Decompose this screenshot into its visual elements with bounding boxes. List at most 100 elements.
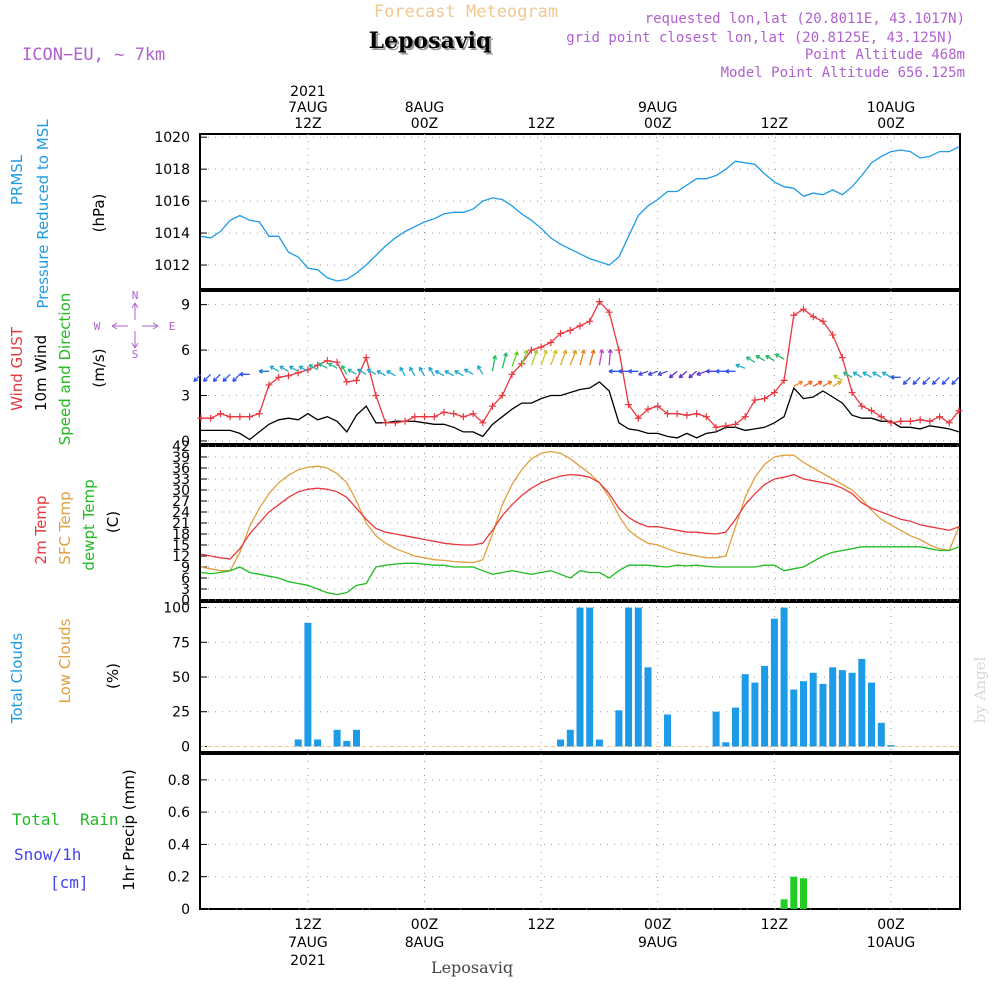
wind-direction-arrow xyxy=(812,380,823,387)
precip-plot: 0 0.2 0.4 0.6 0.8 xyxy=(168,773,959,918)
y-tick-label: 100 xyxy=(163,601,190,617)
wind-direction-arrow xyxy=(269,365,280,372)
precip-unit: 1hr Precip (mm) xyxy=(120,769,138,890)
cloud-bar xyxy=(333,729,341,747)
wind-gust-marker xyxy=(489,402,497,410)
wind-direction-arrow xyxy=(212,373,221,383)
wind-direction-arrow xyxy=(540,349,548,366)
wind-direction-arrow xyxy=(239,371,250,377)
wind-direction-arrow xyxy=(589,349,596,366)
top-time-label: 9AUG xyxy=(638,100,678,116)
cloud-bar xyxy=(800,681,807,747)
wind-plot: 0 3 6 9 xyxy=(181,298,963,450)
cloud-bar xyxy=(790,689,798,747)
wind-direction-arrow xyxy=(922,376,931,386)
y-tick-label: 3 xyxy=(181,582,190,598)
wind-gust-marker xyxy=(819,317,827,325)
wind-gust-marker xyxy=(722,422,730,430)
cloud-bar xyxy=(294,739,302,747)
y-tick-label: 27 xyxy=(172,494,190,510)
wind-direction-arrow xyxy=(308,364,318,371)
wind-direction-arrow xyxy=(793,380,804,387)
cloud-bar xyxy=(732,707,739,747)
dewpt-line xyxy=(200,546,960,596)
snow-label: Snow/1h xyxy=(14,845,81,864)
wind-direction-arrow xyxy=(902,376,911,386)
wind-direction-arrow xyxy=(477,365,484,375)
compass-s: S xyxy=(132,348,139,361)
wind-direction-arrow xyxy=(862,371,872,378)
cloud-bar xyxy=(576,607,584,747)
y-tick-label: 1016 xyxy=(154,194,190,210)
y-tick-label: 9 xyxy=(181,560,190,576)
temp-dewpt-label: dewpt Temp xyxy=(80,479,98,570)
y-tick-label: 18 xyxy=(172,527,190,543)
total-label: Total xyxy=(12,810,60,829)
precip-panel xyxy=(199,753,961,910)
y-tick-label: 21 xyxy=(172,516,190,532)
wind-direction-arrow xyxy=(409,366,416,377)
bottom-time-label: 00Z xyxy=(411,917,438,933)
wind-gust-marker xyxy=(479,419,487,427)
wind-direction-arrow xyxy=(688,370,698,379)
wind-gust-marker xyxy=(770,388,778,396)
wind-gust-marker xyxy=(275,373,283,381)
cloud-bar xyxy=(741,674,749,747)
y-tick-label: 12 xyxy=(172,549,190,565)
wind-direction-arrow xyxy=(288,365,299,372)
y-tick-label: 0 xyxy=(181,434,190,450)
wind-gust-marker xyxy=(858,402,866,410)
wind-gust-marker xyxy=(207,414,215,422)
wind-direction-arrow xyxy=(521,349,529,366)
bottom-time-label: 8AUG xyxy=(405,935,445,951)
y-tick-label: 6 xyxy=(181,571,190,587)
wind-gust-marker xyxy=(284,372,292,380)
cloud-bar xyxy=(304,622,312,747)
bottom-time-label: 00Z xyxy=(644,917,671,933)
wind-direction-arrow xyxy=(833,374,843,381)
pressure-panel xyxy=(199,133,961,290)
wind-gust-marker xyxy=(605,308,613,316)
wind-gust-marker xyxy=(537,343,545,351)
y-tick-label: 25 xyxy=(172,705,190,721)
wind-gust-marker xyxy=(780,376,788,384)
wind-gust-marker xyxy=(868,407,876,415)
low-clouds-label: Low Clouds xyxy=(56,618,74,703)
wind-direction-arrow xyxy=(341,365,348,375)
wind-direction-arrow xyxy=(222,373,231,383)
gridlines xyxy=(201,134,959,910)
wind-gust-marker xyxy=(663,410,671,418)
wind-direction-arrow xyxy=(530,349,539,366)
cloud-bar xyxy=(809,672,817,747)
wind-direction-arrow xyxy=(852,371,863,378)
wind-gust-marker xyxy=(731,420,739,428)
wind-gust-marker xyxy=(498,392,506,400)
wind-direction-arrow xyxy=(550,349,558,366)
wind-gust-marker xyxy=(255,410,263,418)
wind-gust-marker xyxy=(557,329,565,337)
credit-watermark: by Angel xyxy=(971,656,989,723)
y-tick-label: 1018 xyxy=(154,162,190,178)
pressure-label-desc: Pressure Reduced to MSL xyxy=(34,119,52,309)
bottom-time-axis: 12Z 7AUG 2021 00Z 8AUG 12Z 00Z 9AUG 12Z 00Z 10AUG xyxy=(288,917,915,969)
cloud-bar xyxy=(712,711,720,747)
wind-direction-arrow xyxy=(657,370,668,376)
wind-direction-arrow xyxy=(366,368,377,375)
y-tick-label: 0.4 xyxy=(168,837,190,853)
wind-gust-marker xyxy=(391,419,399,427)
wind-direction-arrow xyxy=(618,368,629,374)
wind-gust-marker xyxy=(809,313,817,321)
wind-direction-arrow xyxy=(890,374,901,380)
wind-gust-marker xyxy=(955,407,963,415)
wind-unit: (m/s) xyxy=(90,348,108,387)
wind-gust-marker xyxy=(294,369,302,377)
wind-direction-arrow xyxy=(386,370,396,377)
bottom-time-label: 9AUG xyxy=(638,935,678,951)
wind-gust-marker xyxy=(576,322,584,330)
temp-sfc-label: SFC Temp xyxy=(56,491,74,564)
cloud-bar xyxy=(722,742,730,747)
y-tick-label: 33 xyxy=(172,472,190,488)
wind-direction-arrow xyxy=(627,368,639,374)
compass-w: W xyxy=(94,320,101,333)
footer-station: Leposaviq xyxy=(431,958,513,977)
